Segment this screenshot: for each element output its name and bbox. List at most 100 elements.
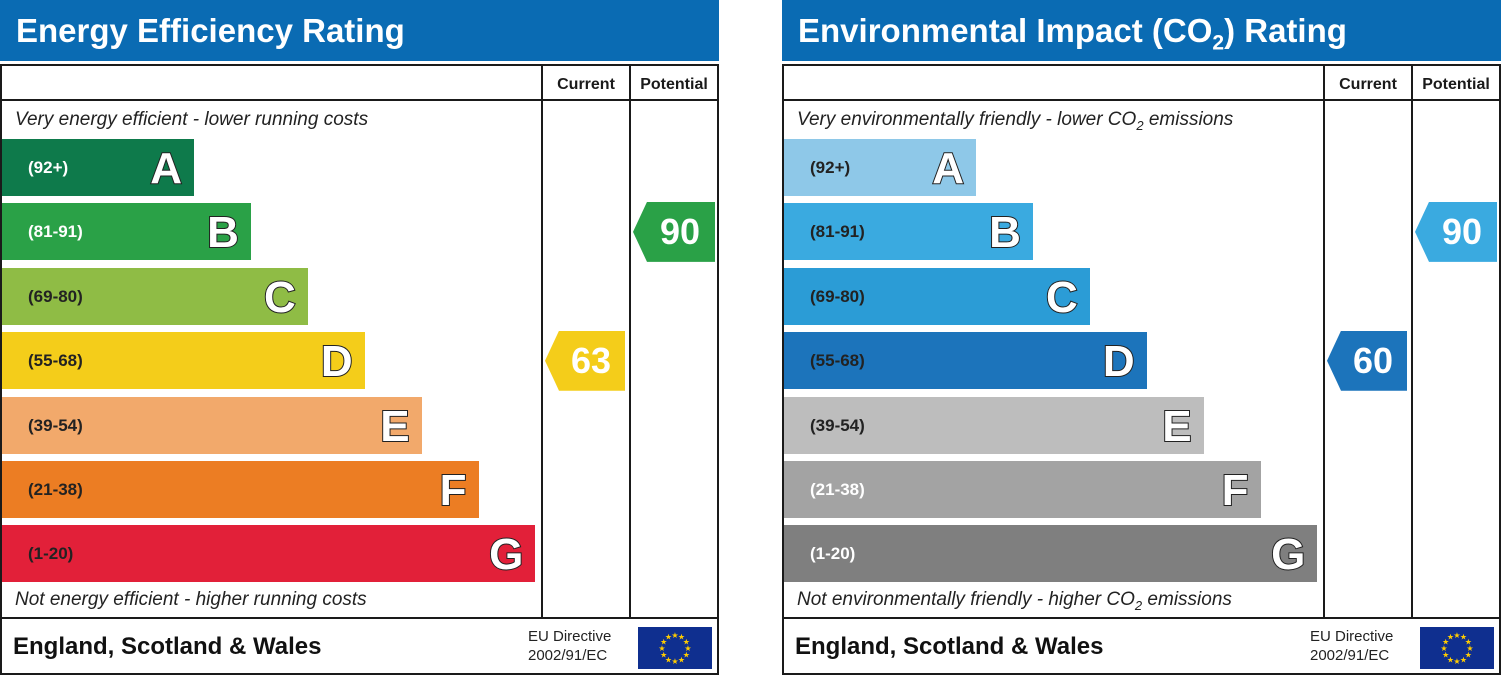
band-letter: B <box>206 207 240 258</box>
rating-band-b: (81-91) B <box>2 203 251 261</box>
eu-directive-text: EU Directive 2002/91/EC <box>1310 627 1393 665</box>
energy-efficiency-panel: Energy Efficiency Rating Current Potenti… <box>0 0 719 675</box>
rating-band-d: (55-68) D <box>784 332 1147 390</box>
eu-star: ★ <box>684 644 691 653</box>
eu-star: ★ <box>665 655 672 664</box>
band-letter: E <box>1161 401 1192 452</box>
rating-frame: Current Potential Very energy efficient … <box>0 64 719 675</box>
eu-star: ★ <box>683 638 690 647</box>
rating-band-g: (1-20) G <box>784 525 1318 583</box>
eu-star: ★ <box>665 633 672 642</box>
band-letter: C <box>263 272 297 323</box>
eu-star: ★ <box>1442 638 1449 647</box>
title-main: Environmental Impact (CO <box>798 12 1213 49</box>
current-rating-arrow: 63 <box>545 330 625 391</box>
band-letter: G <box>488 529 524 580</box>
footer-country: England, Scotland & Wales <box>795 633 1104 660</box>
eu-star: ★ <box>658 644 665 653</box>
rating-band-f: (21-38) F <box>784 461 1261 518</box>
current-rating-arrow: 60 <box>1327 330 1407 391</box>
eu-star: ★ <box>1465 638 1472 647</box>
eu-directive-text: EU Directive 2002/91/EC <box>528 627 611 665</box>
eu-stars: ★ ★★★★★★★★★★★ <box>658 631 691 666</box>
band-letter: A <box>149 143 183 194</box>
eu-star: ★ <box>1460 655 1467 664</box>
band-range-label: (92+) <box>810 158 851 177</box>
potential-rating-arrow: 90 <box>633 201 715 262</box>
current-column-header: Current <box>1339 76 1397 93</box>
eu-star: ★ <box>1453 657 1460 666</box>
title-end: ) Rating <box>1224 12 1347 49</box>
panel-title: Environmental Impact (CO2) Rating <box>782 0 1501 61</box>
band-letter: C <box>1045 272 1079 323</box>
eu-directive-line1: EU Directive <box>528 628 612 645</box>
eu-star: ★ <box>1447 655 1454 664</box>
footer-country: England, Scotland & Wales <box>13 633 322 660</box>
eu-star: ★ <box>1447 633 1454 642</box>
eu-star: ★ <box>683 651 690 660</box>
caption-bottom-end: emissions <box>1142 589 1232 610</box>
eu-directive-line2: 2002/91/EC <box>1310 647 1390 664</box>
caption-top-end: emissions <box>1143 109 1234 130</box>
band-range-label: (39-54) <box>28 415 83 435</box>
band-range-label: (1-20) <box>810 544 856 564</box>
band-range-label: (92+) <box>28 158 69 177</box>
environmental-impact-panel: Environmental Impact (CO2) Rating Curren… <box>782 0 1501 675</box>
band-range-label: (55-68) <box>28 351 83 371</box>
band-range-label: (81-91) <box>28 222 83 242</box>
band-letter: A <box>931 143 965 194</box>
column-divider <box>541 66 543 619</box>
band-range-label: (69-80) <box>28 286 83 306</box>
band-range-label: (55-68) <box>810 351 865 371</box>
caption-top: Very environmentally friendly - lower CO… <box>797 109 1233 133</box>
footer-divider <box>2 617 717 619</box>
caption-bottom: Not environmentally friendly - higher CO… <box>797 589 1232 613</box>
column-divider <box>1411 66 1413 619</box>
band-letter: D <box>1102 336 1136 387</box>
rating-band-a: (92+) A <box>2 139 194 196</box>
potential-column-header: Potential <box>1422 76 1490 93</box>
band-range-label: (81-91) <box>810 222 865 242</box>
eu-star: ★ <box>678 633 685 642</box>
rating-band-g: (1-20) G <box>2 525 536 583</box>
caption-bottom-main: Not environmentally friendly - higher CO <box>797 589 1135 610</box>
rating-band-c: (69-80) C <box>784 267 1090 325</box>
eu-star: ★ <box>1442 651 1449 660</box>
eu-flag-icon: ★ ★ ★ ★ ★ ★ ★ ★ ★ ★ ★ ★ <box>1420 627 1494 669</box>
panel-title: Energy Efficiency Rating <box>0 0 719 61</box>
eu-star: ★ <box>1440 644 1447 653</box>
header-divider <box>784 99 1499 101</box>
header-divider <box>2 99 717 101</box>
caption-bottom: Not energy efficient - higher running co… <box>15 589 367 610</box>
band-letter: G <box>1270 529 1306 580</box>
eu-star: ★ <box>660 651 667 660</box>
band-letter: E <box>379 401 410 452</box>
eu-flag-icon: ★ ★ ★ ★ ★ ★ ★ ★ ★ ★ ★ ★ <box>638 627 712 669</box>
eu-star: ★ <box>1465 651 1472 660</box>
band-range-label: (1-20) <box>28 544 74 564</box>
eu-star: ★ <box>1460 633 1467 642</box>
band-letter: F <box>439 465 468 516</box>
rating-band-e: (39-54) E <box>784 396 1204 454</box>
band-letter: B <box>988 207 1022 258</box>
caption-top-subscript: 2 <box>1136 117 1144 133</box>
rating-band-b: (81-91) B <box>784 203 1033 261</box>
caption-top-main: Very environmentally friendly - lower CO <box>797 109 1137 130</box>
rating-band-d: (55-68) D <box>2 332 365 390</box>
current-column-header: Current <box>557 76 615 93</box>
rating-frame: Current Potential Very environmentally f… <box>782 64 1501 675</box>
rating-band-f: (21-38) F <box>2 461 479 518</box>
rating-band-c: (69-80) C <box>2 267 308 325</box>
band-range-label: (21-38) <box>28 480 83 499</box>
eu-star: ★ <box>671 631 678 640</box>
band-range-label: (39-54) <box>810 415 865 435</box>
band-letter: D <box>320 336 354 387</box>
band-range-label: (21-38) <box>810 480 865 499</box>
title-subscript: 2 <box>1212 31 1225 55</box>
band-range-label: (69-80) <box>810 286 865 306</box>
eu-directive-line2: 2002/91/EC <box>528 647 608 664</box>
eu-directive-line1: EU Directive <box>1310 628 1394 645</box>
eu-star: ★ <box>1453 631 1460 640</box>
rating-band-a: (92+) A <box>784 139 976 196</box>
rating-band-e: (39-54) E <box>2 396 422 454</box>
